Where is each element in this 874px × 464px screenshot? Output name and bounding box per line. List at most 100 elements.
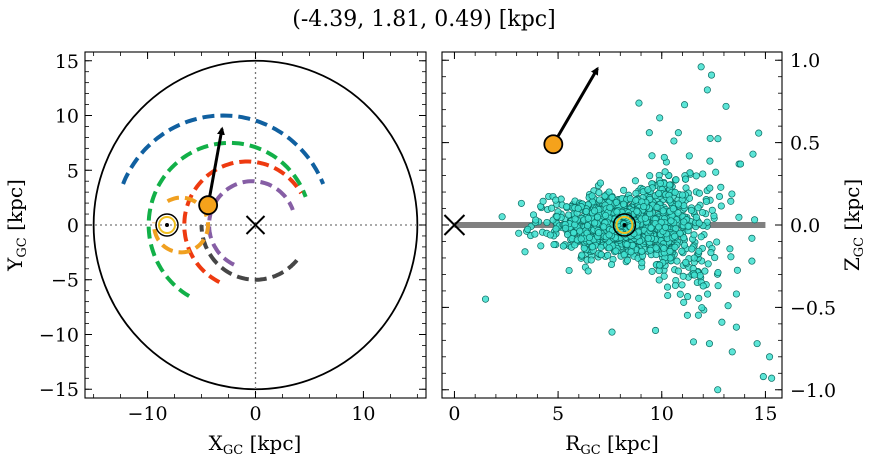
scatter-point (706, 134, 714, 142)
scatter-point (728, 348, 736, 356)
scatter-point (656, 114, 664, 122)
scatter-point (735, 213, 743, 221)
scatter-point (644, 234, 652, 242)
galactic-center-marker (245, 215, 266, 235)
scatter-point (671, 243, 679, 251)
scatter-point (692, 213, 700, 221)
scatter-point (584, 214, 592, 222)
scatter-point (679, 272, 687, 280)
scatter-point (714, 386, 722, 394)
scatter-point (589, 243, 597, 251)
scatter-point (574, 204, 582, 213)
scatter-point (591, 207, 599, 215)
scatter-point (578, 251, 586, 259)
object-marker (198, 195, 219, 216)
scatter-point (632, 196, 640, 204)
scatter-point (595, 229, 603, 237)
scatter-point (708, 206, 716, 214)
left-xtick-label: 10 (351, 403, 375, 425)
scatter-point (736, 160, 745, 168)
scatter-point (732, 323, 740, 331)
scatter-point (715, 192, 724, 201)
orbit-arc-3 (207, 179, 295, 267)
scatter-point (722, 102, 730, 110)
scatter-point (698, 208, 707, 217)
scatter-point (706, 184, 714, 192)
scatter-point (682, 258, 690, 266)
scatter-point (517, 199, 525, 207)
left-ytick-label: 15 (55, 51, 79, 73)
scatter-point (648, 152, 656, 160)
scatter-point (706, 157, 714, 165)
scatter-point (604, 251, 612, 259)
scatter-point (548, 204, 556, 212)
scatter-point (695, 189, 703, 197)
scatter-point (733, 266, 741, 274)
scatter-point (552, 225, 560, 233)
scatter-point (602, 211, 610, 220)
scatter-point (640, 203, 648, 211)
scatter-point (531, 230, 539, 238)
scatter-point (714, 282, 722, 290)
scatter-point (714, 135, 722, 143)
scatter-point (673, 257, 681, 265)
scatter-point (498, 213, 506, 221)
sun-marker-outer (155, 213, 179, 237)
scatter-point (678, 247, 686, 255)
scatter-point (664, 291, 672, 300)
sun-marker-dot (165, 223, 170, 227)
scatter-point (683, 311, 691, 319)
scatter-point (647, 224, 655, 232)
scatter-point (550, 241, 558, 249)
scatter-point (751, 216, 759, 224)
scatter-point (713, 238, 721, 246)
scatter-point (726, 245, 734, 253)
scatter-point (577, 235, 585, 243)
scatter-point (596, 179, 605, 187)
scatter-point (670, 137, 678, 145)
left-xtick-label: 0 (249, 403, 261, 425)
scatter-point (587, 256, 595, 264)
scatter-point (661, 223, 670, 231)
right-ytick-label: −1.0 (790, 380, 836, 402)
scatter-point (684, 222, 692, 230)
right-ytick-label: 0.0 (790, 215, 820, 237)
scatter-point (565, 211, 573, 219)
scatter-point (570, 229, 578, 237)
scatter-point (559, 242, 567, 250)
left-xlabel: XGC [kpc] (209, 431, 302, 458)
scatter-point (705, 340, 713, 348)
scatter-point (714, 269, 722, 277)
scatter-point (532, 216, 540, 224)
scatter-point (539, 197, 547, 205)
scatter-point (690, 254, 698, 262)
left-ytick-label: −5 (51, 270, 79, 292)
left-ticks: −10 0 10 −15 −10 −5 0 5 10 15 (39, 51, 426, 425)
scatter-point (672, 176, 680, 184)
scatter-point (524, 225, 532, 233)
scatter-point (671, 281, 679, 290)
scatter-point (537, 242, 545, 250)
sun-marker-ring (615, 216, 634, 234)
scatter-point (562, 224, 570, 232)
right-plot-area (443, 63, 776, 394)
scatter-point (688, 245, 696, 253)
scatter-point (638, 247, 646, 255)
scatter-point (644, 186, 652, 194)
galactic-center-marker (443, 214, 466, 236)
scatter-point (684, 293, 692, 301)
scatter-point (653, 203, 661, 211)
left-ylabel: YGC [kpc] (3, 179, 30, 272)
scatter-point (635, 99, 643, 107)
scatter-point (612, 198, 620, 206)
scatter-point (674, 267, 682, 275)
velocity-arrow (206, 126, 225, 206)
right-ytick-label: 0.5 (790, 133, 820, 155)
orbit-arc-1 (146, 140, 308, 298)
scatter-point (718, 318, 726, 326)
scatter-point (690, 271, 698, 279)
scatter-point (600, 223, 608, 231)
scatter-point (707, 249, 715, 257)
scatter-point (695, 294, 703, 302)
